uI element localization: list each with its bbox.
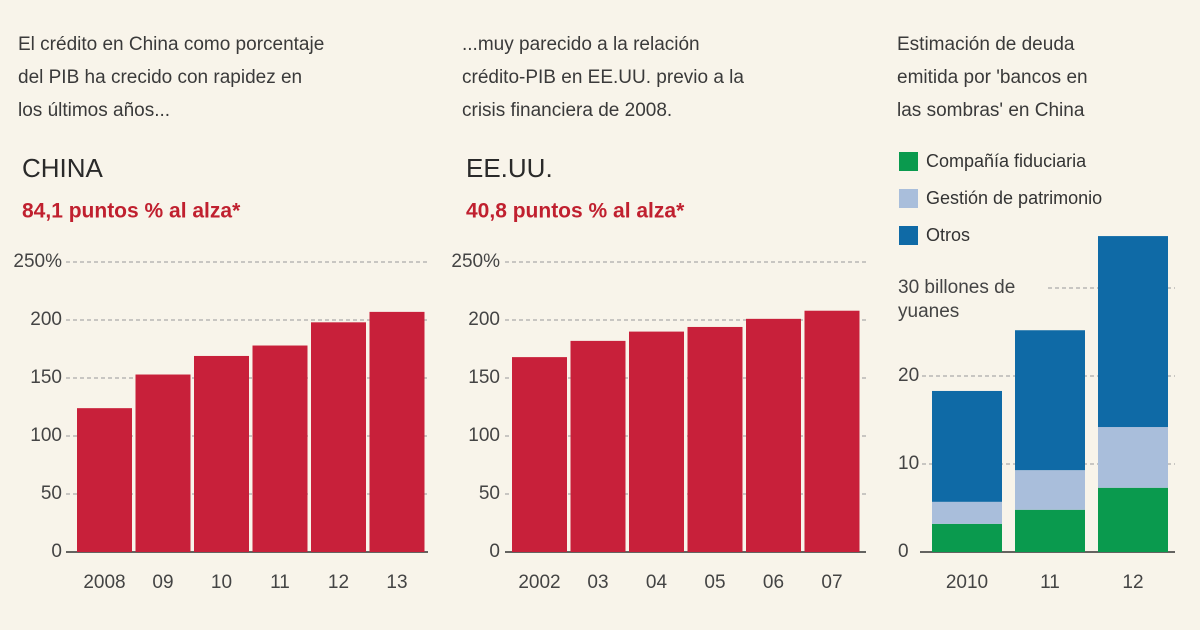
x-tick-label: 06: [763, 572, 784, 593]
description: crisis financiera de 2008.: [462, 100, 672, 121]
y-tick-label: 0: [898, 541, 909, 562]
bar: [311, 322, 366, 552]
bar-segment: [1015, 509, 1085, 552]
legend-swatch: [899, 152, 918, 171]
x-tick-label: 13: [386, 572, 407, 593]
bar-segment: [1098, 236, 1168, 428]
x-tick-label: 11: [1040, 572, 1060, 593]
y-tick-label: 10: [898, 453, 919, 474]
legend-swatch: [899, 226, 918, 245]
subtitle: 40,8 puntos % al alza*: [466, 200, 685, 223]
bar: [512, 357, 567, 552]
y-tick-label: 100: [30, 425, 62, 446]
bar-segment: [1015, 330, 1085, 471]
bar: [746, 318, 801, 552]
x-tick-label: 2008: [83, 572, 125, 593]
x-tick-label: 09: [152, 572, 173, 593]
bar-segment: [1098, 487, 1168, 552]
x-tick-label: 07: [821, 572, 842, 593]
description: las sombras' en China: [897, 100, 1085, 121]
bar-segment: [1015, 470, 1085, 510]
description: Estimación de deuda: [897, 34, 1075, 55]
y-tick-label: 30 billones de yuanes: [898, 277, 1015, 322]
x-tick-label: 2002: [518, 572, 560, 593]
description: los últimos años...: [18, 100, 170, 121]
bar: [194, 355, 249, 552]
bar: [77, 408, 132, 552]
y-tick-label: 50: [479, 483, 500, 504]
y-tick-label: 20: [898, 365, 919, 386]
x-tick-label: 05: [704, 572, 725, 593]
y-tick-label: 150: [468, 367, 500, 388]
chart-title: CHINA: [22, 153, 104, 183]
bar-segment: [1098, 427, 1168, 488]
description: ...muy parecido a la relación: [462, 34, 700, 55]
x-tick-label: 12: [1122, 572, 1143, 593]
description: crédito-PIB en EE.UU. previo a la: [462, 67, 744, 88]
bar-segment: [932, 390, 1002, 502]
bar: [369, 311, 425, 552]
legend-label: Gestión de patrimonio: [926, 188, 1102, 208]
bar-segment: [932, 501, 1002, 524]
bar-segment: [932, 523, 1002, 552]
bar: [135, 374, 191, 552]
bar: [804, 310, 860, 552]
x-tick-label: 12: [328, 572, 349, 593]
subtitle: 84,1 puntos % al alza*: [22, 200, 241, 223]
y-tick-label: 50: [41, 483, 62, 504]
description: emitida por 'bancos en: [897, 67, 1088, 88]
x-tick-label: 2010: [946, 572, 988, 593]
y-tick-label: 150: [30, 367, 62, 388]
y-tick-label: 100: [468, 425, 500, 446]
bar: [687, 326, 743, 552]
legend-label: Otros: [926, 225, 970, 245]
x-tick-label: 11: [270, 572, 290, 593]
bar: [252, 345, 308, 552]
x-tick-label: 03: [587, 572, 608, 593]
bar: [629, 331, 684, 552]
y-tick-label: 0: [51, 541, 62, 562]
y-tick-label: 0: [489, 541, 500, 562]
y-tick-label: 250%: [13, 251, 62, 272]
y-tick-label: 200: [30, 309, 62, 330]
x-tick-label: 04: [646, 572, 668, 593]
chart-title: EE.UU.: [466, 153, 553, 183]
legend-swatch: [899, 189, 918, 208]
y-tick-label: 250%: [451, 251, 500, 272]
legend-label: Compañía fiduciaria: [926, 151, 1087, 171]
x-tick-label: 10: [211, 572, 232, 593]
description: del PIB ha crecido con rapidez en: [18, 67, 302, 88]
y-tick-label: 200: [468, 309, 500, 330]
description: El crédito en China como porcentaje: [18, 34, 324, 55]
bar: [570, 340, 626, 552]
